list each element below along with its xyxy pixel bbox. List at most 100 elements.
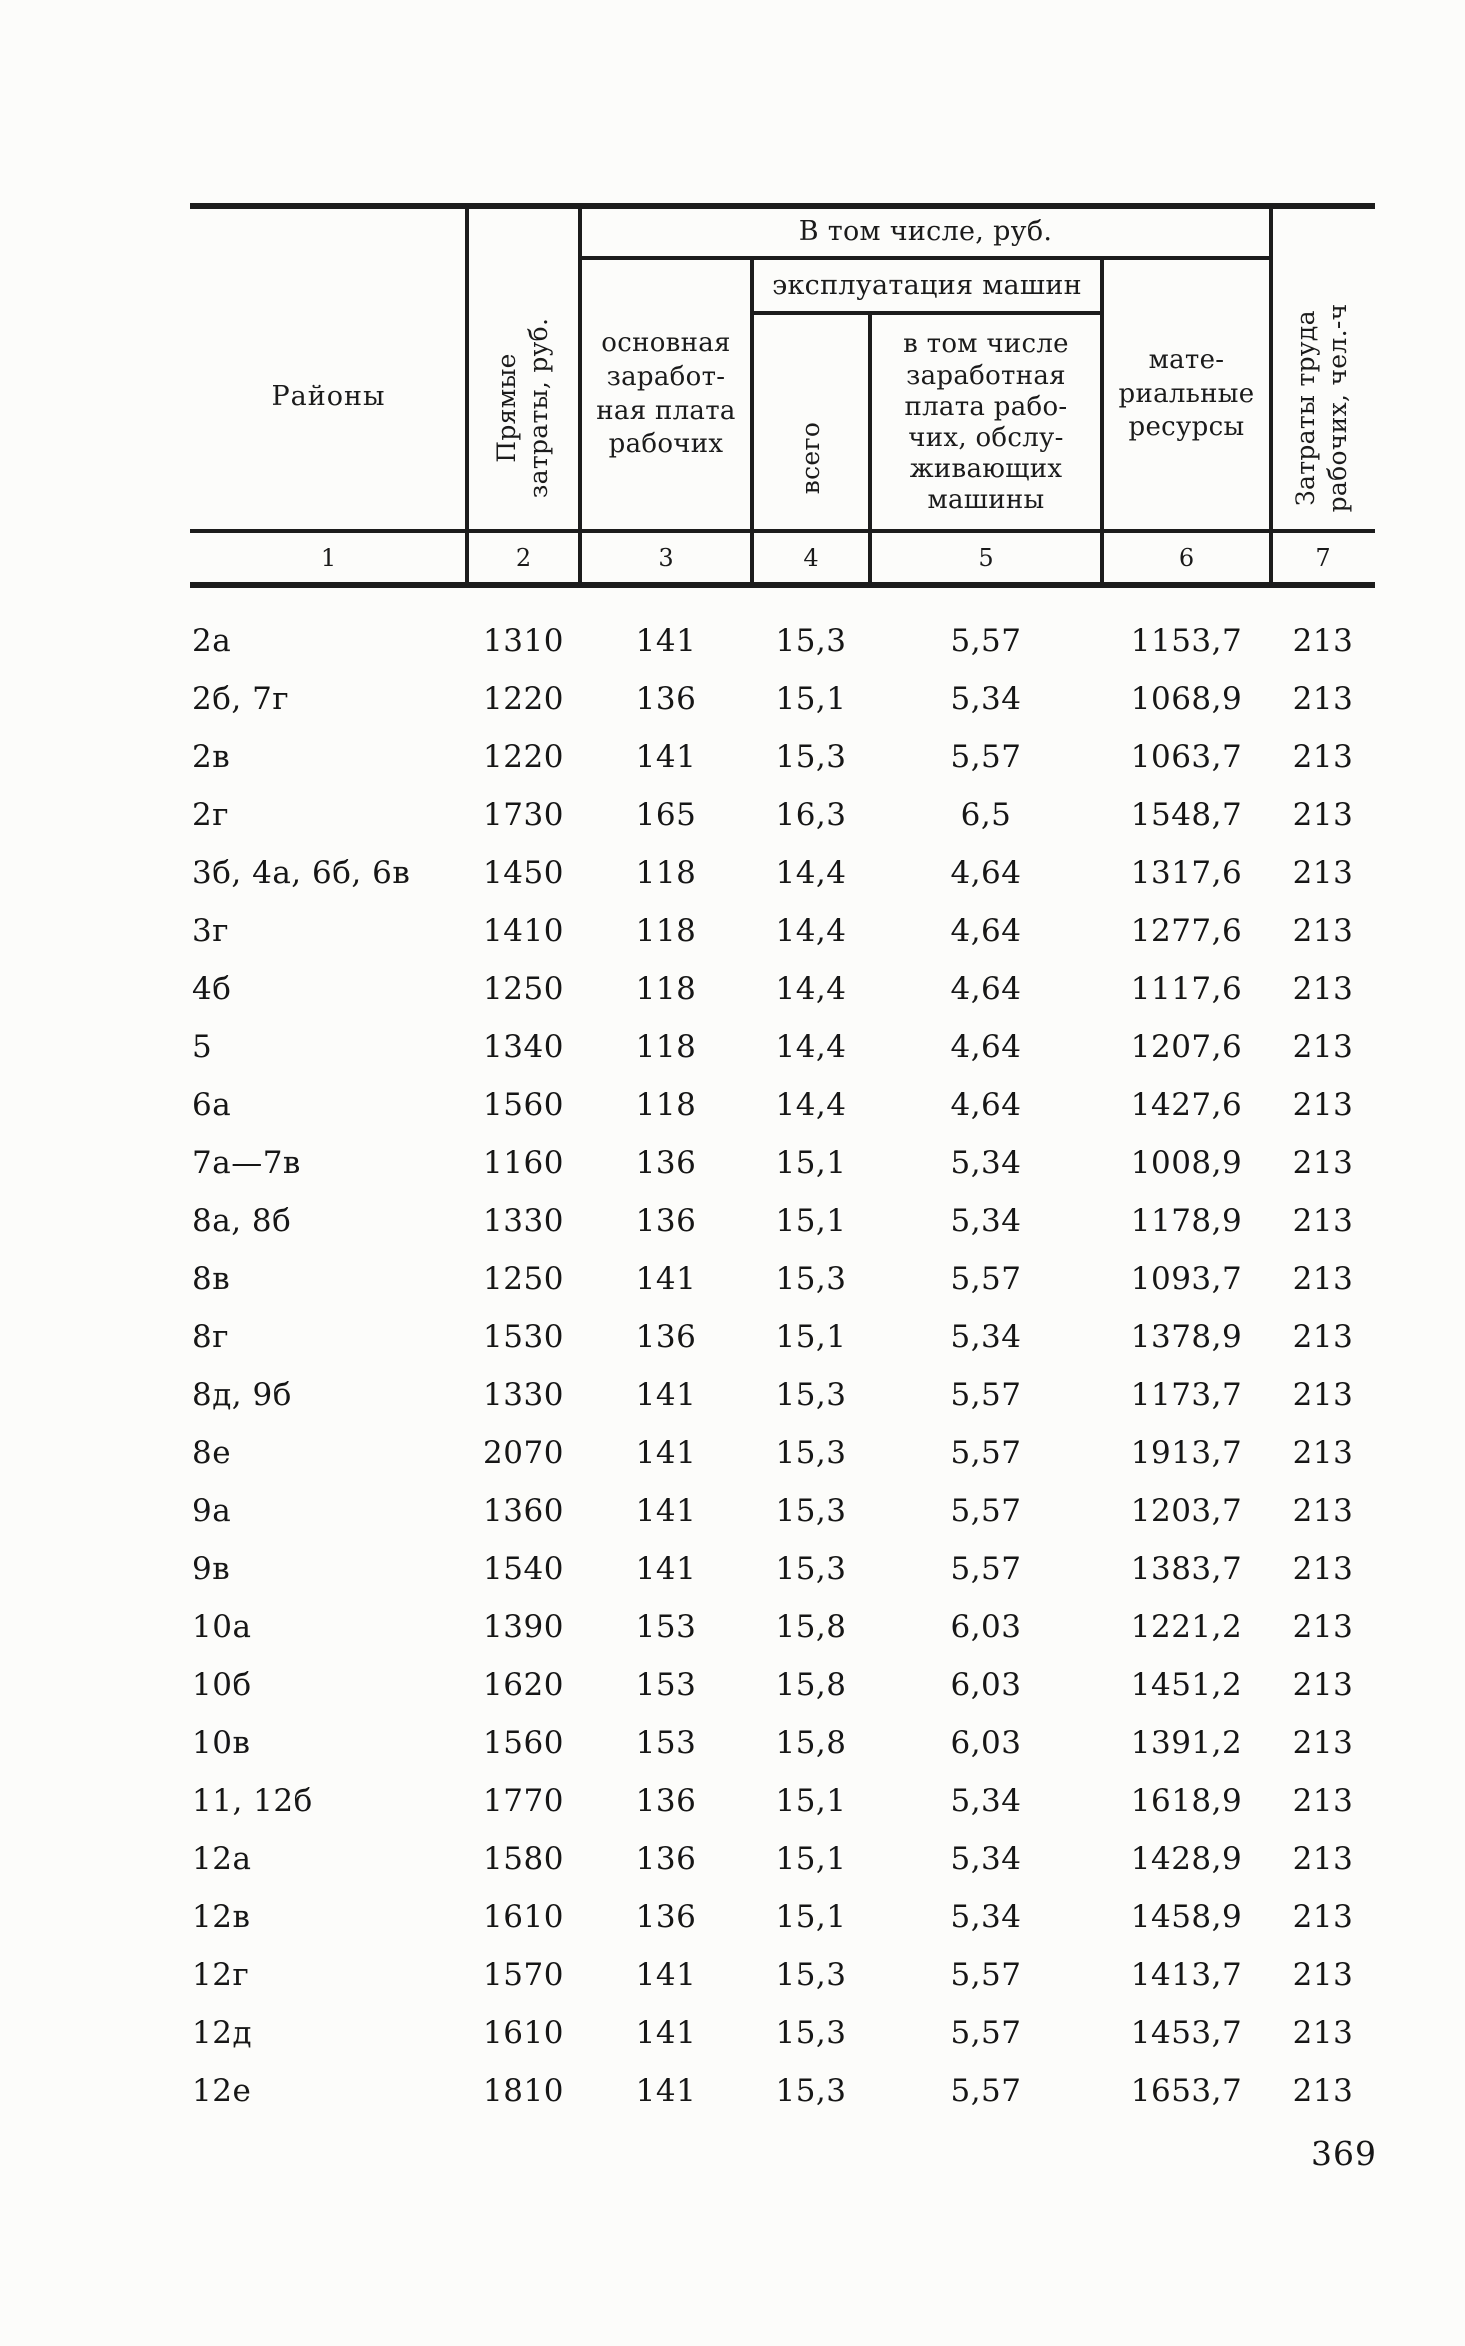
- value-cell: 1618,9: [1130, 1783, 1243, 1819]
- value-cell: 213: [1292, 1667, 1354, 1703]
- value-cell: 213: [1292, 739, 1354, 775]
- value-cell: 5,57: [950, 1493, 1022, 1529]
- region-cell: 12а: [192, 1841, 252, 1877]
- value-cell: 1458,9: [1130, 1899, 1243, 1935]
- value-cell: 15,1: [775, 681, 847, 717]
- value-cell: 1451,2: [1130, 1667, 1243, 1703]
- value-cell: 153: [635, 1667, 697, 1703]
- region-cell: 10б: [192, 1667, 252, 1703]
- header-base-wage: основная заработ- ная плата рабочих: [596, 327, 736, 460]
- value-cell: 1203,7: [1130, 1493, 1243, 1529]
- value-cell: 213: [1292, 1377, 1354, 1413]
- region-cell: 4б: [192, 971, 232, 1007]
- value-cell: 213: [1292, 1957, 1354, 1993]
- value-cell: 5,57: [950, 1435, 1022, 1471]
- value-cell: 136: [635, 1899, 697, 1935]
- region-cell: 6а: [192, 1087, 232, 1123]
- table-row: 8д, 9б 1330 141 15,3 5,57 1173,7 213: [190, 1366, 1375, 1424]
- value-cell: 1317,6: [1130, 855, 1243, 891]
- value-cell: 1250: [483, 971, 564, 1007]
- table-row: 8в 1250 141 15,3 5,57 1093,7 213: [190, 1250, 1375, 1308]
- value-cell: 15,1: [775, 1899, 847, 1935]
- value-cell: 14,4: [775, 971, 847, 1007]
- column-number: 5: [978, 543, 994, 572]
- region-cell: 7а—7в: [192, 1145, 301, 1181]
- value-cell: 1173,7: [1130, 1377, 1243, 1413]
- table-row: 3г 1410 118 14,4 4,64 1277,6 213: [190, 902, 1375, 960]
- value-cell: 5,57: [950, 1377, 1022, 1413]
- value-cell: 213: [1292, 1725, 1354, 1761]
- value-cell: 6,03: [950, 1667, 1022, 1703]
- value-cell: 15,8: [775, 1667, 847, 1703]
- value-cell: 5,34: [950, 1203, 1022, 1239]
- value-cell: 141: [635, 1261, 697, 1297]
- value-cell: 15,1: [775, 1203, 847, 1239]
- value-cell: 15,3: [775, 1551, 847, 1587]
- value-cell: 5,34: [950, 1145, 1022, 1181]
- divider-col2-col3: [578, 203, 582, 588]
- value-cell: 213: [1292, 1145, 1354, 1181]
- value-cell: 1560: [483, 1087, 564, 1123]
- header-labor-costs: Затраты труда рабочих, чел.-ч: [1290, 303, 1353, 513]
- value-cell: 1277,6: [1130, 913, 1243, 949]
- value-cell: 136: [635, 1783, 697, 1819]
- value-cell: 15,3: [775, 1957, 847, 1993]
- value-cell: 15,1: [775, 1783, 847, 1819]
- value-cell: 136: [635, 681, 697, 717]
- value-cell: 213: [1292, 1029, 1354, 1065]
- table-row: 3б, 4а, 6б, 6в 1450 118 14,4 4,64 1317,6 213: [190, 844, 1375, 902]
- header-machines-wage: в том числе заработная плата рабо- чих, …: [903, 329, 1069, 516]
- region-cell: 8д, 9б: [192, 1377, 292, 1413]
- value-cell: 1610: [483, 2015, 564, 2051]
- value-cell: 5,34: [950, 1841, 1022, 1877]
- value-cell: 15,1: [775, 1319, 847, 1355]
- value-cell: 136: [635, 1319, 697, 1355]
- column-numbers-row: 1 2 3 4 5 6 7: [190, 533, 1375, 582]
- region-cell: 12е: [192, 2073, 252, 2109]
- region-cell: 2б, 7г: [192, 681, 290, 717]
- value-cell: 1221,2: [1130, 1609, 1243, 1645]
- value-cell: 5,57: [950, 1551, 1022, 1587]
- value-cell: 141: [635, 1377, 697, 1413]
- header-machines-total: всего: [795, 421, 825, 495]
- value-cell: 1810: [483, 2073, 564, 2109]
- value-cell: 1913,7: [1130, 1435, 1243, 1471]
- table-row: 8г 1530 136 15,1 5,34 1378,9 213: [190, 1308, 1375, 1366]
- value-cell: 213: [1292, 1319, 1354, 1355]
- table-row: 5 1340 118 14,4 4,64 1207,6 213: [190, 1018, 1375, 1076]
- value-cell: 141: [635, 1435, 697, 1471]
- table-row: 10в 1560 153 15,8 6,03 1391,2 213: [190, 1714, 1375, 1772]
- region-cell: 10а: [192, 1609, 252, 1645]
- value-cell: 141: [635, 739, 697, 775]
- value-cell: 1540: [483, 1551, 564, 1587]
- value-cell: 1530: [483, 1319, 564, 1355]
- value-cell: 213: [1292, 1203, 1354, 1239]
- value-cell: 213: [1292, 971, 1354, 1007]
- value-cell: 1610: [483, 1899, 564, 1935]
- machines-group-underline: [752, 311, 1102, 315]
- value-cell: 2070: [483, 1435, 564, 1471]
- value-cell: 118: [635, 1087, 697, 1123]
- table-row: 9в 1540 141 15,3 5,57 1383,7 213: [190, 1540, 1375, 1598]
- value-cell: 141: [635, 1551, 697, 1587]
- table-row: 12д 1610 141 15,3 5,57 1453,7 213: [190, 2004, 1375, 2062]
- value-cell: 1360: [483, 1493, 564, 1529]
- table-row: 12г 1570 141 15,3 5,57 1413,7 213: [190, 1946, 1375, 2004]
- value-cell: 213: [1292, 1551, 1354, 1587]
- value-cell: 1063,7: [1130, 739, 1243, 775]
- value-cell: 1560: [483, 1725, 564, 1761]
- table-row: 8е 2070 141 15,3 5,57 1913,7 213: [190, 1424, 1375, 1482]
- value-cell: 14,4: [775, 1087, 847, 1123]
- value-cell: 1428,9: [1130, 1841, 1243, 1877]
- value-cell: 153: [635, 1725, 697, 1761]
- value-cell: 1378,9: [1130, 1319, 1243, 1355]
- value-cell: 141: [635, 623, 697, 659]
- value-cell: 118: [635, 913, 697, 949]
- value-cell: 1008,9: [1130, 1145, 1243, 1181]
- table-body: 2а 1310 141 15,3 5,57 1153,7 213 2б, 7г 1220 136 1…: [190, 588, 1375, 2120]
- value-cell: 5,57: [950, 2073, 1022, 2109]
- rule-below-column-numbers: [190, 582, 1375, 588]
- value-cell: 1068,9: [1130, 681, 1243, 717]
- table-row: 2г 1730 165 16,3 6,5 1548,7 213: [190, 786, 1375, 844]
- table-row: 4б 1250 118 14,4 4,64 1117,6 213: [190, 960, 1375, 1018]
